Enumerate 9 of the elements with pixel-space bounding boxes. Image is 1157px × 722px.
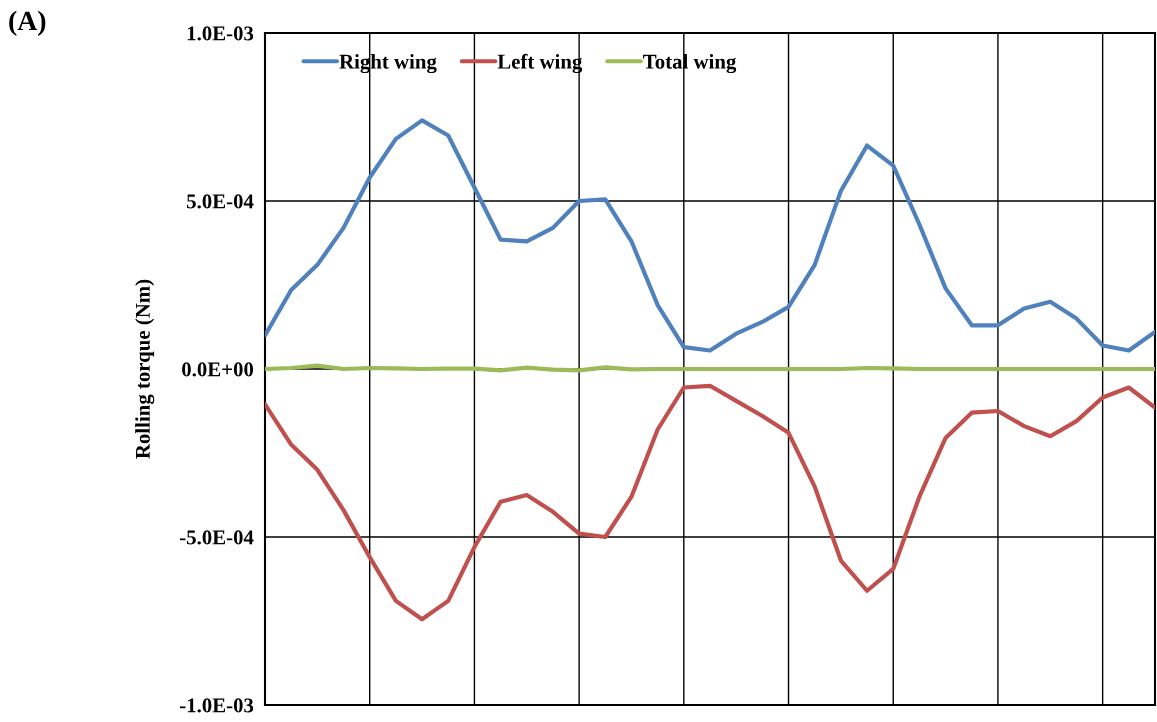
y-tick-label: 1.0E-03: [187, 26, 254, 41]
y-tick-label: -1.0E-03: [180, 698, 254, 713]
line-series: [265, 383, 1155, 622]
y-tick-label: 5.0E-04: [187, 194, 254, 209]
line-series: [265, 118, 1155, 353]
y-tick-label: -5.0E-04: [180, 530, 254, 545]
y-axis-title: Rolling torque (Nm): [135, 279, 155, 459]
y-tick-label: 0.0E+00: [182, 362, 254, 377]
text: (A): [9, 10, 46, 36]
